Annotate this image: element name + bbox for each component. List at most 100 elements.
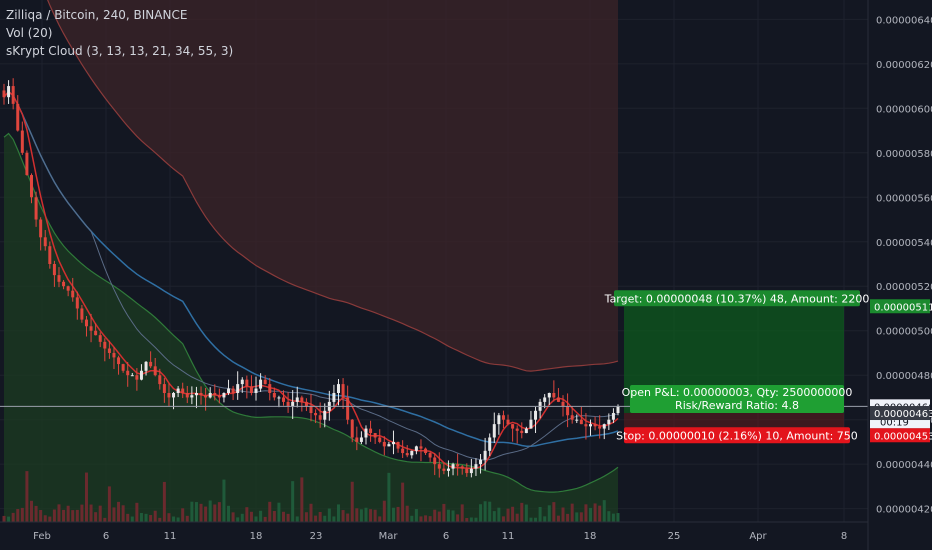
volume-bar — [589, 507, 593, 522]
candle-body — [103, 341, 107, 349]
volume-bar — [369, 509, 373, 522]
time-tick-label: 23 — [310, 531, 323, 542]
target-price-tag-bg — [870, 299, 930, 314]
volume-bar — [300, 477, 304, 522]
candle-body — [318, 415, 322, 420]
candle-body — [94, 330, 98, 336]
volume-bar — [382, 500, 386, 522]
candle-body — [534, 410, 538, 420]
volume-bar — [314, 515, 318, 522]
target-label-bg — [614, 290, 860, 307]
candle-body — [98, 335, 102, 342]
volume-bar — [190, 501, 194, 522]
candle-body — [194, 393, 198, 396]
candle-body — [172, 393, 176, 398]
volume-bar — [566, 513, 570, 522]
candle-body — [282, 397, 286, 402]
candle-body — [39, 219, 43, 238]
volume-bar — [602, 500, 606, 522]
candle-body — [176, 388, 180, 393]
candle-body — [231, 388, 235, 393]
candle-body — [556, 397, 560, 402]
candle-body — [566, 406, 570, 416]
stop-label-bg — [624, 427, 850, 444]
candle-body — [162, 384, 166, 393]
volume-bar — [295, 516, 299, 522]
entry-price-tag-bg — [870, 406, 930, 421]
candle-body — [314, 413, 318, 416]
volume-bar — [501, 516, 505, 522]
volume-bar — [414, 509, 418, 522]
candle-body — [62, 281, 66, 287]
volume-bar — [39, 509, 43, 522]
volume-bar — [176, 517, 180, 522]
volume-bar — [506, 508, 510, 522]
volume-bar — [359, 509, 363, 522]
time-tick-label: 18 — [584, 531, 597, 542]
ma-slow-line — [3, 90, 619, 448]
candle-body — [236, 384, 240, 393]
price-axis: 0.00000620 0.00000600 0.00000580 0.00000560… — [867, 0, 932, 550]
candle-body — [89, 326, 93, 331]
volume-bar — [277, 502, 281, 522]
candle-body — [456, 464, 460, 467]
volume-bar — [332, 516, 336, 522]
candle-body — [341, 384, 345, 398]
volume-bar — [451, 510, 455, 522]
vol-indicator-label[interactable]: Vol (20) — [6, 26, 53, 40]
candle-body — [428, 453, 432, 458]
volume-bar — [126, 513, 130, 522]
candle-body — [71, 290, 75, 298]
price-tick-label: 0.00000440 — [876, 460, 932, 471]
volume-bar — [213, 504, 217, 522]
volume-bar — [355, 508, 359, 522]
candle-body — [2, 90, 6, 98]
candle-body — [506, 419, 510, 425]
price-axis-bg — [868, 0, 932, 550]
cloud-indicator-label[interactable]: sKrypt Cloud (3, 13, 13, 21, 34, 55, 3) — [6, 44, 234, 58]
candle-body — [249, 386, 253, 393]
volume-bar — [419, 516, 423, 522]
volume-bar — [378, 516, 382, 522]
volume-bars — [2, 471, 620, 522]
target-price-tag: 0.00000511 — [874, 302, 932, 313]
volume-bar — [2, 515, 6, 522]
volume-bar — [547, 505, 551, 522]
candle-body — [579, 419, 583, 425]
volume-bar — [552, 502, 556, 522]
volume-bar — [497, 507, 501, 522]
volume-bar — [611, 513, 615, 522]
volume-bar — [364, 507, 368, 522]
candle-body — [584, 424, 588, 427]
volume-bar — [94, 512, 98, 522]
candle-body — [391, 441, 395, 445]
candle-body — [387, 444, 391, 447]
candle-body — [20, 130, 24, 153]
volume-bar — [446, 509, 450, 522]
volume-bar — [217, 502, 221, 522]
candle-body — [117, 357, 121, 365]
volume-bar — [208, 500, 212, 522]
candle-body — [529, 419, 533, 429]
volume-bar — [199, 503, 203, 522]
candle-body — [511, 424, 515, 429]
volume-bar — [616, 513, 620, 522]
candle-body — [359, 437, 363, 442]
symbol-title[interactable]: Zilliqa / Bitcoin, 240, BINANCE — [6, 8, 188, 22]
stop-label-text: Stop: 0.00000010 (2.16%) 10, Amount: 750 — [616, 429, 858, 442]
volume-bar — [240, 513, 244, 522]
volume-bar — [291, 481, 295, 522]
candle-body — [460, 466, 464, 469]
volume-bar — [282, 511, 286, 522]
volume-bar — [424, 515, 428, 522]
volume-bar — [57, 504, 61, 522]
candle-body — [204, 395, 208, 398]
volume-bar — [520, 502, 524, 522]
candle-body — [465, 468, 469, 474]
volume-bar — [254, 516, 258, 522]
volume-bar — [488, 501, 492, 522]
candle-body — [213, 393, 217, 396]
candle-body — [295, 397, 299, 402]
